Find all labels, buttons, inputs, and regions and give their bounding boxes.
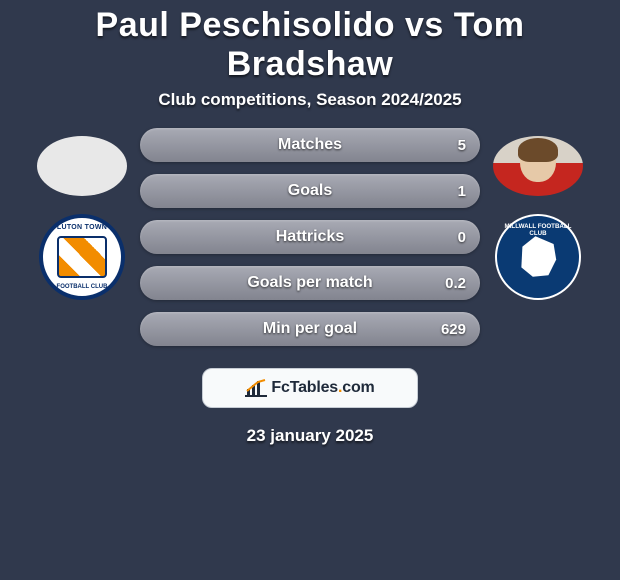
brand-pill: FcTables.com xyxy=(202,368,418,408)
subtitle: Club competitions, Season 2024/2025 xyxy=(0,90,620,128)
stat-label: Goals per match xyxy=(140,274,480,292)
stat-right-value: 5 xyxy=(458,137,466,154)
right-side xyxy=(488,128,588,300)
stat-row: Hattricks 0 xyxy=(140,220,480,254)
comparison-layout: Matches 5 Goals 1 Hattricks 0 Goals per … xyxy=(0,128,620,346)
stat-row: Matches 5 xyxy=(140,128,480,162)
club-badge-right-lion xyxy=(512,231,564,283)
stat-right-value: 629 xyxy=(441,321,466,338)
player-photo-left xyxy=(37,136,127,196)
stat-label: Hattricks xyxy=(140,228,480,246)
stat-label: Goals xyxy=(140,182,480,200)
club-badge-left-inner xyxy=(57,236,107,278)
brand-name: FcTables xyxy=(271,379,338,396)
stat-row: Goals per match 0.2 xyxy=(140,266,480,300)
stat-label: Min per goal xyxy=(140,320,480,338)
club-badge-right xyxy=(495,214,581,300)
infographic-root: Paul Peschisolido vs Tom Bradshaw Club c… xyxy=(0,0,620,446)
stat-row: Goals 1 xyxy=(140,174,480,208)
stat-right-value: 0 xyxy=(458,229,466,246)
stat-label: Matches xyxy=(140,136,480,154)
brand-tld: com xyxy=(342,379,374,396)
brand-text: FcTables.com xyxy=(271,379,374,397)
stat-right-value: 0.2 xyxy=(445,275,466,292)
left-side xyxy=(32,128,132,300)
stat-right-value: 1 xyxy=(458,183,466,200)
page-title: Paul Peschisolido vs Tom Bradshaw xyxy=(0,6,620,90)
date-label: 23 january 2025 xyxy=(0,426,620,446)
club-badge-left xyxy=(39,214,125,300)
player-photo-right xyxy=(493,136,583,196)
stat-row: Min per goal 629 xyxy=(140,312,480,346)
stats-panel: Matches 5 Goals 1 Hattricks 0 Goals per … xyxy=(140,128,480,346)
bar-chart-icon xyxy=(245,379,267,397)
